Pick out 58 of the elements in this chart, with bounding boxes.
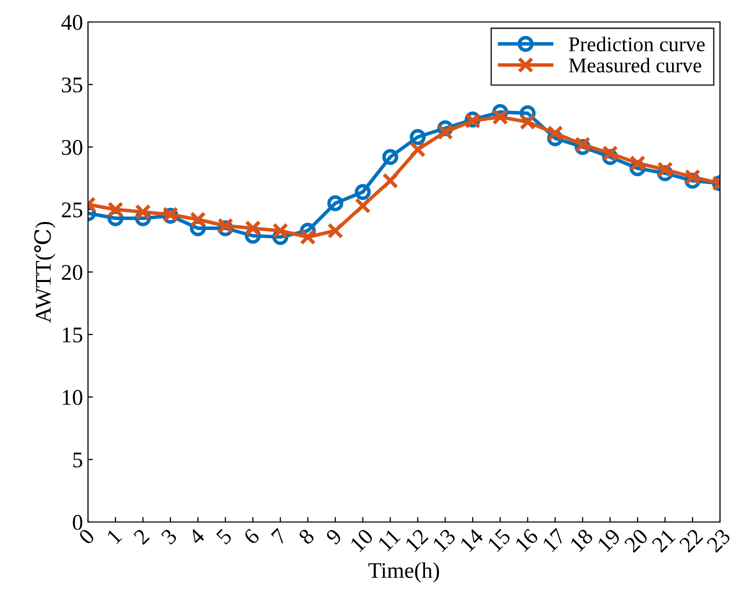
point (657, 162, 674, 178)
point (382, 172, 398, 189)
x-tick-label: 21 (651, 528, 676, 553)
point (107, 202, 124, 218)
x-tick-label: 4 (188, 528, 206, 546)
x-tick-label: 8 (298, 528, 316, 546)
x-tick-label: 19 (596, 528, 622, 552)
point (327, 195, 344, 212)
y-axis-title: AWTT(℃) (34, 222, 56, 323)
x-tick-label: 6 (242, 528, 260, 546)
point (520, 114, 536, 130)
point (354, 198, 371, 214)
y-tick-label: 20 (62, 264, 82, 280)
x-tick-label: 20 (624, 528, 649, 553)
point (492, 109, 508, 125)
y-tick-label: 40 (61, 14, 82, 30)
point (602, 145, 618, 162)
point (547, 125, 564, 142)
y-tick-label: 35 (62, 77, 82, 92)
point (134, 204, 151, 220)
point (300, 229, 316, 245)
x-tick-label: 7 (270, 528, 288, 545)
x-tick-label: 10 (350, 528, 374, 552)
y-tick-label: 15 (62, 328, 82, 342)
y-tick-label: 10 (62, 390, 82, 405)
y-tick-label: 25 (62, 202, 82, 218)
x-tick-label: 15 (487, 528, 512, 552)
x-tick-label: 16 (514, 528, 539, 552)
point (437, 124, 454, 140)
y-tick-label: 30 (62, 140, 82, 155)
point (190, 212, 206, 228)
point (382, 149, 398, 165)
y-tick-label: 0 (72, 514, 82, 530)
legend-label: Prediction curve (568, 36, 705, 52)
point (354, 184, 371, 200)
x-tick-label: 17 (542, 528, 566, 552)
point (630, 155, 646, 172)
point (244, 220, 261, 236)
point (327, 222, 344, 239)
x-tick-label: 5 (216, 528, 233, 545)
x-tick-label: 12 (404, 528, 429, 552)
x-tick-label: 18 (569, 528, 594, 552)
x-tick-label: 23 (706, 528, 732, 553)
x-tick-label: 13 (432, 528, 456, 552)
x-tick-label: 2 (133, 528, 150, 545)
point (684, 169, 701, 185)
x-tick-label: 11 (377, 528, 401, 552)
x-tick-label: 3 (160, 528, 178, 546)
point (272, 222, 288, 239)
point (410, 142, 426, 158)
x-tick-label: 14 (460, 528, 484, 552)
x-axis-title: Time(h) (368, 562, 440, 583)
legend-label: Measured curve (568, 58, 702, 72)
x-tick-label: 1 (106, 528, 122, 544)
point (410, 129, 426, 145)
y-tick-label: 5 (73, 452, 82, 468)
x-tick-label: 9 (325, 528, 343, 546)
x-tick-label: 22 (678, 528, 704, 553)
